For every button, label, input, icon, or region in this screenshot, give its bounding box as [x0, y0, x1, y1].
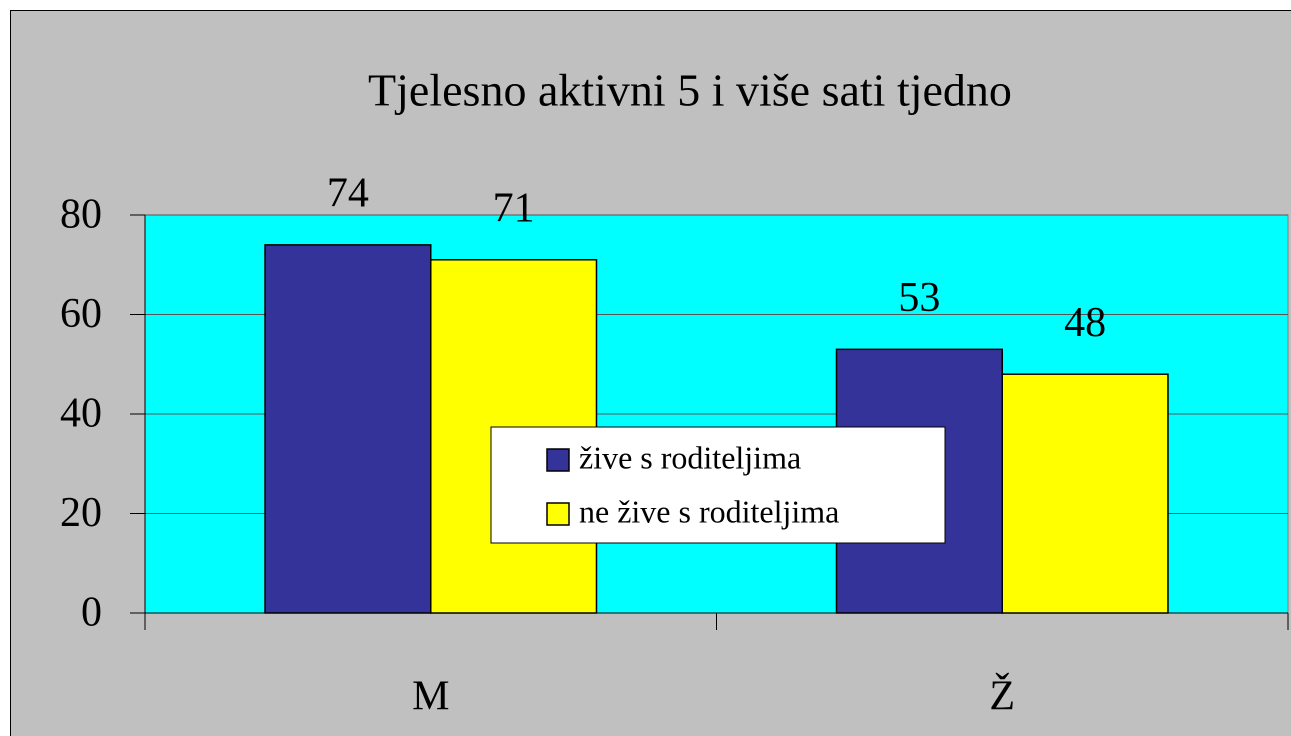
- y-tick-label: 60: [60, 291, 102, 337]
- y-tick-label: 20: [60, 490, 102, 536]
- y-tick-label: 40: [60, 391, 102, 437]
- bar: [264, 244, 432, 614]
- data-label: 48: [1064, 300, 1106, 346]
- legend-swatch: [546, 502, 570, 526]
- x-tick-label: M: [412, 674, 449, 720]
- y-tick-label: 80: [60, 192, 102, 238]
- y-tick-label: 0: [81, 590, 102, 636]
- data-label: 74: [327, 170, 369, 216]
- bar: [1001, 373, 1169, 614]
- data-label: 71: [493, 185, 535, 231]
- legend-label: žive s roditeljima: [579, 439, 801, 475]
- legend-label: ne žive s roditeljima: [579, 493, 839, 529]
- x-tick-label: Ž: [989, 673, 1015, 720]
- data-label: 53: [898, 275, 940, 321]
- legend-swatch: [546, 448, 570, 472]
- chart-title: Tjelesno aktivni 5 i više sati tjedno: [368, 65, 1012, 116]
